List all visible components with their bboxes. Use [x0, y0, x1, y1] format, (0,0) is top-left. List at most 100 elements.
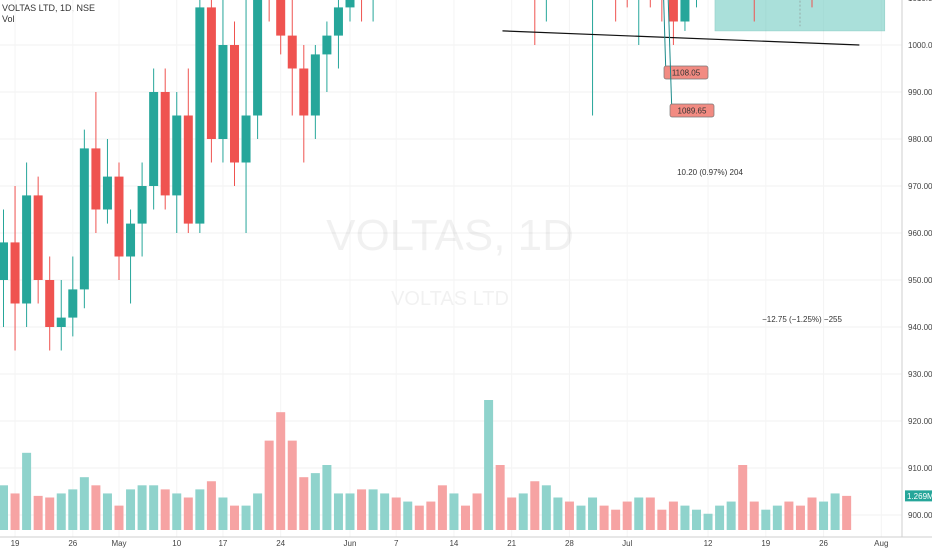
- candle[interactable]: [623, 0, 632, 8]
- candle[interactable]: [230, 21, 239, 187]
- candle[interactable]: [160, 68, 170, 210]
- volume-bar: [645, 497, 655, 530]
- volume-bar: [183, 497, 193, 530]
- volume-bar: [657, 509, 667, 530]
- volume-bar: [553, 497, 563, 530]
- candle[interactable]: [79, 129, 89, 309]
- candle[interactable]: [265, 0, 274, 22]
- candle[interactable]: [333, 0, 343, 69]
- price-tick-label: 920.00: [908, 417, 932, 426]
- level-label-mid-box[interactable]: [669, 103, 715, 118]
- volume-bar: [576, 505, 586, 530]
- volume-bar: [33, 495, 43, 530]
- volume-bar: [172, 493, 182, 530]
- candle[interactable]: [357, 0, 366, 22]
- volume-title: Vol: [2, 14, 15, 24]
- overlay-layer[interactable]: 1108.05 1089.65 10.20 (0.97%) 204 −12.75 (−…: [0, 0, 902, 324]
- candle[interactable]: [33, 176, 43, 304]
- candle[interactable]: [322, 21, 332, 93]
- volume-bar: [322, 465, 332, 530]
- volume-bar: [807, 497, 817, 530]
- candle[interactable]: [611, 0, 620, 22]
- candle-layer[interactable]: [0, 0, 851, 351]
- candle[interactable]: [542, 0, 551, 22]
- candle[interactable]: [56, 280, 66, 351]
- candle-body: [218, 45, 228, 139]
- candle-body: [149, 92, 159, 186]
- candle[interactable]: [149, 68, 159, 210]
- axis-badge-volume: 1.269M: [907, 492, 932, 501]
- date-tick-label: 21: [507, 539, 516, 548]
- candle[interactable]: [345, 0, 355, 22]
- candle[interactable]: [634, 0, 643, 45]
- candle[interactable]: [0, 209, 8, 328]
- candle[interactable]: [91, 92, 101, 233]
- candle[interactable]: [276, 0, 286, 55]
- date-tick-label: 26: [819, 539, 828, 548]
- volume-bar: [472, 493, 482, 530]
- level-label-high-pointer: [663, 0, 667, 79]
- volume-bar: [830, 493, 840, 530]
- candle-body: [230, 45, 239, 163]
- measure-up-label: 10.20 (0.97%) 204: [677, 168, 743, 177]
- level-label-high-box[interactable]: [663, 65, 709, 80]
- candle-body: [33, 195, 43, 280]
- candle[interactable]: [68, 256, 78, 337]
- candle[interactable]: [680, 0, 690, 31]
- candle-body: [68, 289, 78, 318]
- candle[interactable]: [10, 186, 20, 351]
- date-tick-label: May: [111, 539, 126, 548]
- candle-body: [114, 176, 124, 257]
- candle-body: [172, 115, 182, 196]
- volume-bar: [368, 489, 378, 530]
- volume-bar: [426, 501, 436, 530]
- candle[interactable]: [183, 68, 193, 234]
- candle-body: [160, 92, 170, 196]
- volume-bar: [0, 485, 8, 530]
- candle[interactable]: [588, 0, 597, 116]
- candle[interactable]: [102, 139, 112, 224]
- volume-bar: [611, 509, 621, 530]
- price-tick-label: 900.00: [908, 511, 932, 520]
- volume-bar: [738, 465, 748, 530]
- candle[interactable]: [369, 0, 378, 22]
- volume-bar: [195, 489, 205, 530]
- volume-bar: [819, 501, 829, 530]
- candle[interactable]: [241, 0, 251, 233]
- candle[interactable]: [646, 0, 655, 8]
- price-tick-label: 970.00: [908, 182, 932, 191]
- volume-bar: [10, 493, 20, 530]
- price-tick-label: 940.00: [908, 323, 932, 332]
- candle[interactable]: [692, 0, 701, 8]
- volume-bar: [391, 497, 401, 530]
- candle[interactable]: [530, 0, 539, 45]
- candle[interactable]: [22, 162, 32, 328]
- volume-bar: [137, 485, 147, 530]
- candle[interactable]: [45, 256, 55, 351]
- candle[interactable]: [126, 209, 136, 304]
- lower-trend-line[interactable]: [502, 30, 860, 46]
- candle-body: [253, 0, 263, 116]
- candle[interactable]: [287, 0, 297, 116]
- candle[interactable]: [137, 162, 147, 257]
- candle[interactable]: [668, 0, 678, 45]
- volume-bar: [437, 485, 447, 530]
- candle[interactable]: [310, 45, 320, 139]
- candle-body: [668, 0, 678, 22]
- candle[interactable]: [299, 45, 309, 163]
- candle[interactable]: [195, 0, 205, 233]
- candle[interactable]: [657, 0, 666, 22]
- date-tick-label: Aug: [874, 539, 888, 548]
- candle[interactable]: [218, 0, 228, 163]
- candle[interactable]: [172, 92, 182, 233]
- candle-body: [0, 242, 8, 280]
- time-axis[interactable]: 1926May101724Jun7142128Jul121926Aug9: [0, 536, 932, 548]
- price-tick-label: 1010.00: [908, 0, 932, 3]
- candle[interactable]: [253, 0, 263, 139]
- candle[interactable]: [206, 0, 216, 163]
- candle[interactable]: [114, 162, 124, 281]
- price-axis[interactable]: 1150.001140.001130.001120.001110.001100.…: [901, 0, 932, 537]
- volume-bar: [749, 501, 759, 530]
- volume-bar: [564, 501, 574, 530]
